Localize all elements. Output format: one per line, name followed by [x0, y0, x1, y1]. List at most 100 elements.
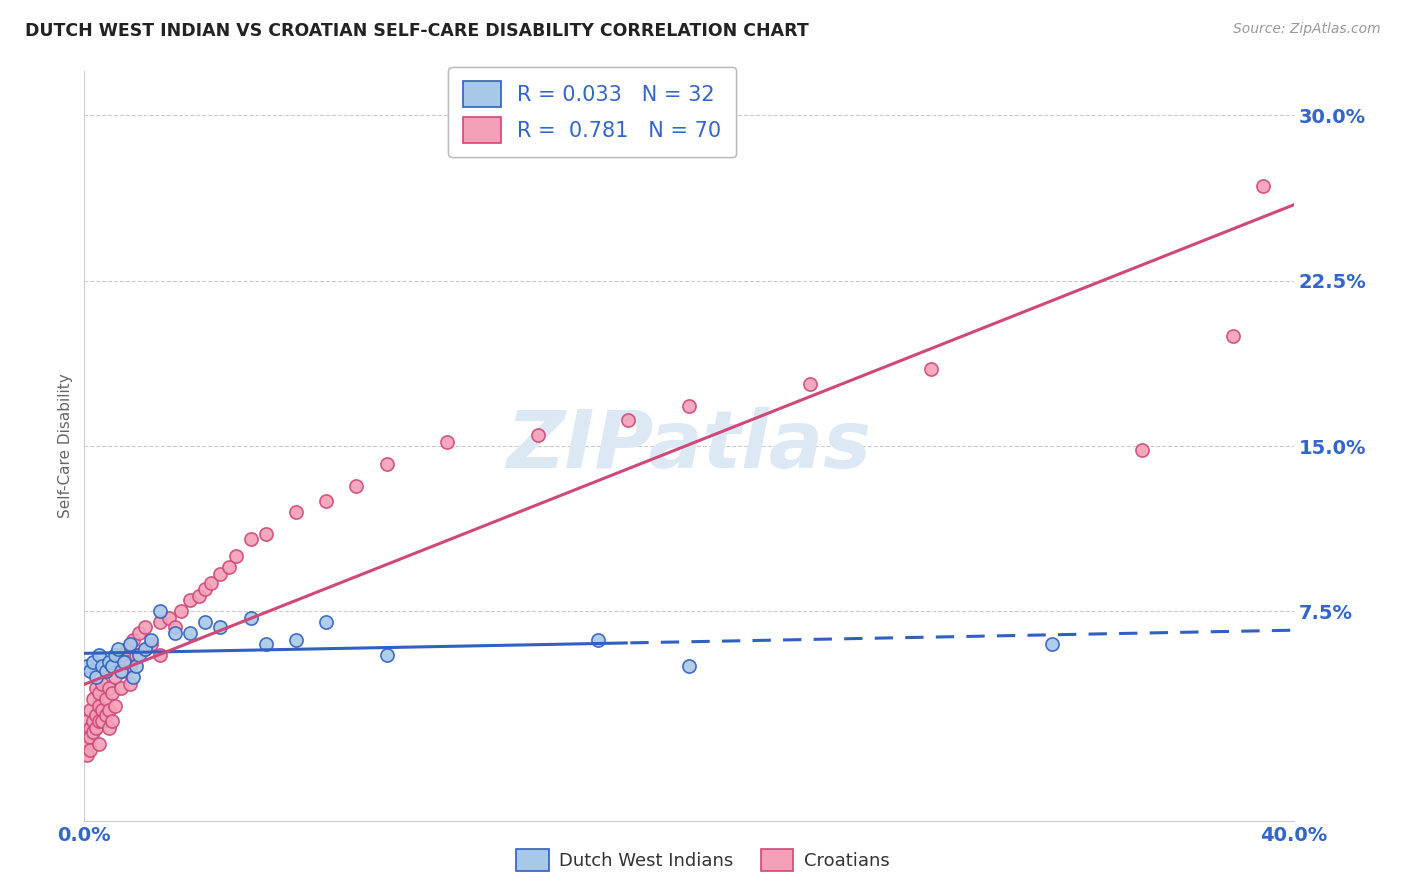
Point	[315, 494, 337, 508]
Point	[375, 648, 398, 663]
Point	[76, 714, 98, 729]
Point	[1253, 178, 1275, 193]
Point	[97, 655, 120, 669]
Point	[225, 549, 247, 564]
Point	[100, 659, 122, 673]
Point	[134, 641, 156, 656]
Text: ZIPatlas: ZIPatlas	[506, 407, 872, 485]
Point	[346, 478, 368, 492]
Point	[239, 532, 262, 546]
Point	[118, 659, 141, 673]
Point	[104, 670, 127, 684]
Point	[82, 655, 104, 669]
Point	[86, 681, 108, 696]
Point	[91, 677, 114, 691]
Point	[149, 615, 172, 630]
Point	[79, 664, 101, 678]
Point	[89, 699, 111, 714]
Point	[134, 641, 156, 656]
Point	[285, 505, 308, 519]
Point	[1222, 328, 1244, 343]
Point	[79, 721, 101, 735]
Point	[436, 434, 458, 449]
Point	[200, 575, 222, 590]
Point	[82, 714, 104, 729]
Point	[94, 664, 117, 678]
Point	[209, 620, 232, 634]
Legend: Dutch West Indians, Croatians: Dutch West Indians, Croatians	[509, 842, 897, 879]
Y-axis label: Self-Care Disability: Self-Care Disability	[58, 374, 73, 518]
Point	[118, 677, 141, 691]
Point	[678, 659, 700, 673]
Point	[82, 725, 104, 739]
Point	[107, 641, 129, 656]
Point	[110, 681, 132, 696]
Point	[76, 659, 98, 673]
Text: DUTCH WEST INDIAN VS CROATIAN SELF-CARE DISABILITY CORRELATION CHART: DUTCH WEST INDIAN VS CROATIAN SELF-CARE …	[25, 22, 808, 40]
Point	[125, 648, 148, 663]
Point	[194, 615, 217, 630]
Point	[799, 377, 821, 392]
Point	[527, 428, 550, 442]
Point	[79, 703, 101, 717]
Point	[97, 681, 120, 696]
Point	[97, 703, 120, 717]
Point	[1130, 443, 1153, 458]
Point	[149, 604, 172, 618]
Point	[112, 664, 135, 678]
Point	[128, 626, 150, 640]
Point	[139, 632, 162, 647]
Point	[91, 714, 114, 729]
Point	[115, 641, 138, 656]
Point	[139, 637, 162, 651]
Text: Source: ZipAtlas.com: Source: ZipAtlas.com	[1233, 22, 1381, 37]
Point	[94, 707, 117, 722]
Point	[121, 632, 143, 647]
Point	[375, 457, 398, 471]
Point	[104, 699, 127, 714]
Point	[920, 362, 942, 376]
Point	[617, 412, 640, 426]
Point	[89, 686, 111, 700]
Point	[170, 604, 193, 618]
Point	[89, 648, 111, 663]
Point	[588, 632, 610, 647]
Point	[76, 747, 98, 762]
Point	[91, 659, 114, 673]
Point	[100, 686, 122, 700]
Point	[100, 714, 122, 729]
Point	[110, 664, 132, 678]
Point	[254, 637, 277, 651]
Point	[89, 714, 111, 729]
Point	[104, 648, 127, 663]
Point	[97, 721, 120, 735]
Legend: R = 0.033   N = 32, R =  0.781   N = 70: R = 0.033 N = 32, R = 0.781 N = 70	[449, 67, 735, 157]
Point	[239, 611, 262, 625]
Point	[79, 743, 101, 757]
Point	[157, 611, 180, 625]
Point	[110, 648, 132, 663]
Point	[86, 670, 108, 684]
Point	[94, 692, 117, 706]
Point	[112, 655, 135, 669]
Point	[125, 659, 148, 673]
Point	[89, 737, 111, 751]
Point	[209, 566, 232, 581]
Point	[315, 615, 337, 630]
Point	[86, 721, 108, 735]
Point	[149, 648, 172, 663]
Point	[107, 655, 129, 669]
Point	[1040, 637, 1063, 651]
Point	[678, 400, 700, 414]
Point	[165, 626, 187, 640]
Point	[194, 582, 217, 597]
Point	[118, 637, 141, 651]
Point	[165, 620, 187, 634]
Point	[254, 527, 277, 541]
Point	[79, 730, 101, 744]
Point	[76, 737, 98, 751]
Point	[91, 703, 114, 717]
Point	[179, 593, 201, 607]
Point	[134, 620, 156, 634]
Point	[121, 670, 143, 684]
